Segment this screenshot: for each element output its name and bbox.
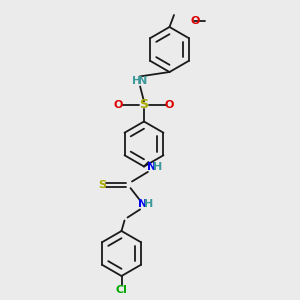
Text: S: S: [140, 98, 148, 112]
Text: H: H: [154, 161, 163, 172]
Text: Cl: Cl: [116, 285, 128, 296]
Text: N: N: [139, 76, 148, 86]
Text: H: H: [132, 76, 141, 86]
Text: H: H: [145, 199, 154, 209]
Text: S: S: [98, 179, 106, 190]
Text: N: N: [138, 199, 147, 209]
Text: O: O: [114, 100, 123, 110]
Text: O: O: [165, 100, 174, 110]
Text: O: O: [190, 16, 200, 26]
Text: N: N: [147, 161, 156, 172]
